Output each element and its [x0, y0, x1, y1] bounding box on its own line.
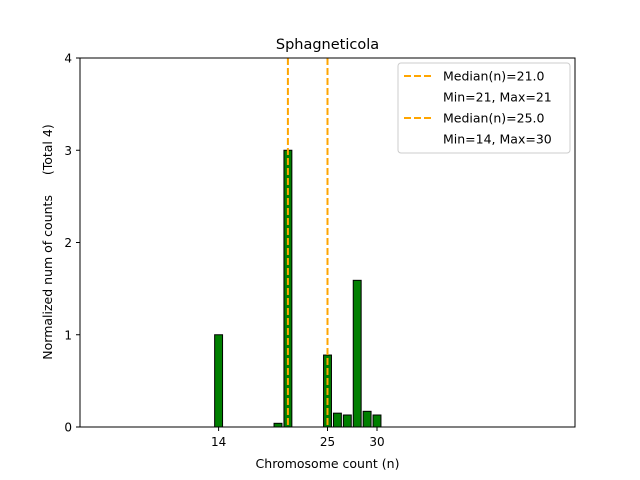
x-tick-label: 30	[369, 435, 384, 449]
bar	[372, 414, 382, 428]
y-tick-label: 3	[64, 144, 72, 158]
legend-median-label: Median(n)=25.0	[443, 111, 544, 126]
plot-area	[214, 58, 382, 428]
bar	[342, 414, 352, 428]
x-tick-label: 14	[211, 435, 226, 449]
bar	[352, 279, 362, 428]
legend-range-label: Min=21, Max=21	[443, 90, 552, 105]
y-tick-label: 0	[64, 421, 72, 435]
y-tick-label: 2	[64, 236, 72, 250]
bar	[214, 334, 224, 428]
y-tick-label: 4	[64, 52, 72, 66]
bar	[332, 412, 342, 428]
legend: Median(n)=21.0 Min=21, Max=21 Median(n)=…	[397, 62, 571, 154]
y-axis-label: Normalized num of counts (Total 4)	[40, 124, 55, 359]
bar	[273, 422, 283, 428]
x-tick-label: 25	[320, 435, 335, 449]
y-tick-label: 1	[64, 328, 72, 342]
legend-box	[397, 62, 571, 154]
chart-title: Sphagneticola	[276, 37, 379, 53]
x-axis: 14 25 30	[211, 427, 385, 449]
y-axis: 0 1 2 3 4	[64, 52, 80, 435]
bar	[362, 410, 372, 428]
x-axis-label: Chromosome count (n)	[256, 456, 400, 471]
legend-median-label: Median(n)=21.0	[443, 69, 544, 84]
legend-range-label: Min=14, Max=30	[443, 132, 552, 147]
